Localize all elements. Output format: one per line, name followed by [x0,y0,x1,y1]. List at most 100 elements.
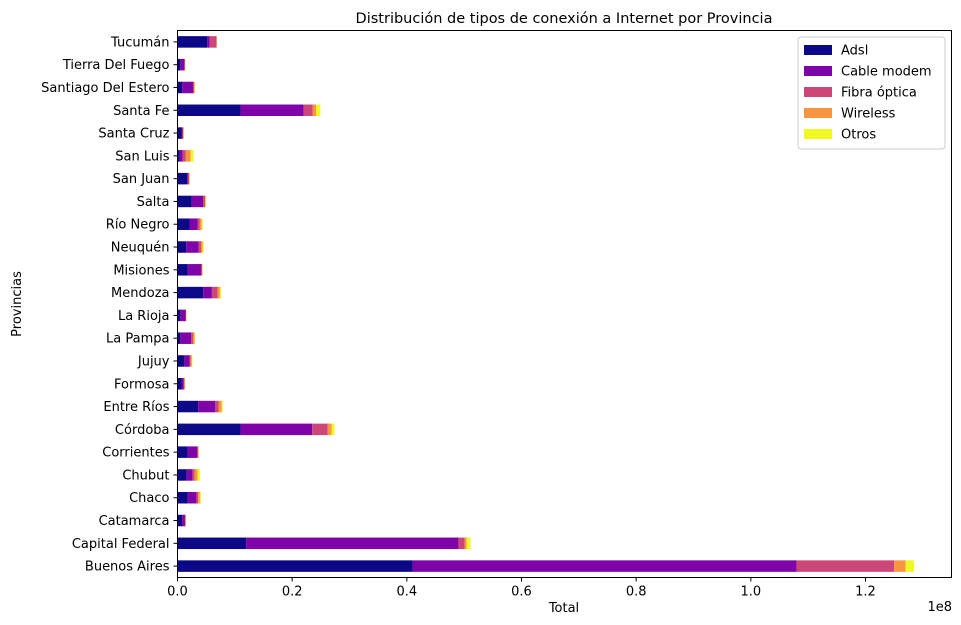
bar-segment [194,332,196,344]
y-tick-label: Capital Federal [72,537,170,552]
bar-segment [183,378,185,390]
legend-swatch [804,66,832,76]
legend-label: Adsl [841,44,868,59]
bar-segment [184,58,185,71]
y-tick-label: Santa Cruz [98,127,169,142]
bar-segment [177,537,247,550]
bar-segment [201,264,203,276]
bar-segment [199,218,202,230]
y-tick-label: La Rioja [118,309,170,324]
y-tick-label: Jujuy [137,354,170,369]
y-tick-label: Neuquén [111,241,170,256]
y-tick-label: Mendoza [111,286,169,301]
bar-segment [187,264,202,276]
y-tick-label: Tierra Del Fuego [62,58,170,73]
bar-segment [412,560,797,572]
bar-segment [181,378,184,390]
bar-segment [192,469,195,481]
legend-frame [797,36,946,150]
bar-segment [182,127,184,139]
y-tick-label: Santiago Del Estero [41,81,169,96]
bar-segment [188,172,189,185]
y-tick-label: Río Negro [106,218,170,233]
bar-segment [905,560,915,572]
legend-swatch [804,129,832,139]
bar-segment [211,286,218,299]
bar-segment [191,195,204,208]
bar-segment [186,469,193,481]
bar-segment [185,309,187,322]
bar-segment [177,218,190,230]
bar-segment [458,537,465,550]
bar-segment [187,491,197,504]
bar-segment [201,218,203,230]
bar-segment [203,286,212,299]
bar-segment [466,537,471,550]
bar-segment [179,150,183,162]
bar-segment [312,104,317,117]
legend-swatch [804,45,832,55]
bar-segment [198,241,202,253]
y-tick-label: Tucumán [110,35,169,50]
bar-segment [190,355,192,367]
bar-segment [189,218,198,230]
bar-segment [182,514,185,527]
bar-segment [198,400,216,413]
bar-segment [184,355,190,367]
bar-segment [464,537,467,550]
bar-segment [192,332,195,344]
bar-segment [180,58,185,71]
bar-segment [207,36,210,48]
x-tick-label: 1.2 [855,585,876,600]
bar-segment [201,241,203,253]
x-axis-label: Total [548,601,579,616]
bar-segment [331,423,335,436]
bar-segment [194,469,198,481]
bar-segment [177,378,182,390]
x-axis-scale-label: 1e8 [927,600,952,615]
bar-segment [177,469,187,481]
bar-segment [177,241,187,253]
y-tick-label: La Pampa [106,332,169,347]
bar-segment [246,537,459,550]
bar-segment [194,81,195,94]
bar-segment [209,36,217,48]
y-tick-label: Formosa [114,377,169,392]
x-tick-label: 0.0 [167,585,188,600]
legend-label: Wireless [841,107,896,122]
x-tick-label: 0.2 [282,585,303,600]
plot-frame [177,30,952,578]
bar-segment [186,241,199,253]
legend: Adsl Cable modem Fibra óptica Wireless Otros [797,36,946,150]
bar-segment [177,446,188,458]
bar-segment [198,491,200,504]
y-tick-label: Corrientes [102,446,169,461]
legend-swatch [804,87,832,97]
bar-segment [203,195,206,208]
legend-swatch [804,108,832,118]
bar-segment [894,560,906,572]
bar-segment [182,150,186,162]
bar-segment [184,378,185,390]
bar-segment [187,172,189,185]
bar-segment [177,355,185,367]
bar-segment [197,469,200,481]
bar-segment [196,491,199,504]
bar-segment [190,150,194,162]
bar-segment [177,81,183,94]
bar-segment [187,446,197,458]
bar-segment [199,491,202,504]
bar-segment [177,309,181,322]
bar-segment [182,81,193,94]
bar-segment [177,286,204,299]
bar-segment [312,423,328,436]
y-tick-label: Chubut [122,468,169,483]
bar-segment [184,514,186,527]
bar-segment [240,104,304,117]
bar-segment [303,104,313,117]
bar-segment [185,150,191,162]
bar-segment [215,400,219,413]
bar-segment [205,195,206,208]
y-tick-label: San Luis [115,149,169,164]
bar-segment [177,423,241,436]
